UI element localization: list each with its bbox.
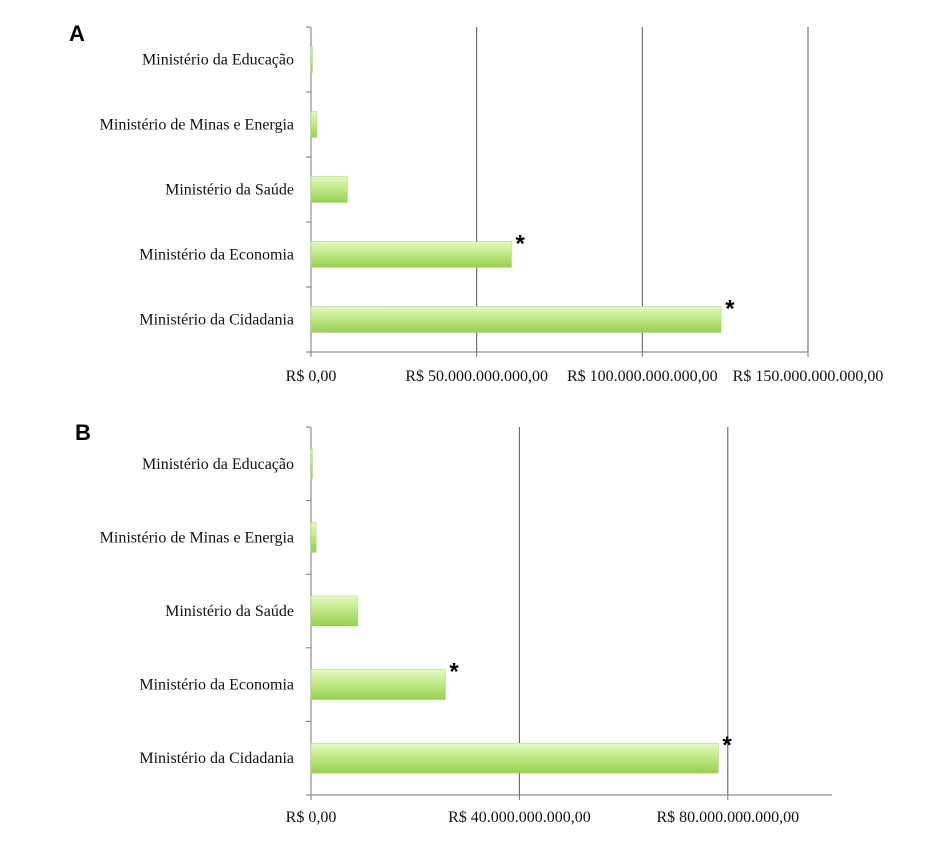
chart-panel-b: B R$ 0,00 R$ 40.000.000.000,00 R$ 80.000.00… xyxy=(75,420,832,826)
bar xyxy=(310,669,446,700)
x-tick-label: R$ 50.000.000.000,00 xyxy=(405,368,548,385)
x-tick-label: R$ 0,00 xyxy=(286,809,337,826)
significance-asterisk: * xyxy=(515,231,525,258)
bar xyxy=(310,306,722,333)
category-label: Ministério da Educação xyxy=(142,456,294,473)
x-tick-label: R$ 150.000.000.000,00 xyxy=(733,368,884,385)
panel-letter: B xyxy=(75,420,91,445)
bar xyxy=(310,176,348,203)
bar xyxy=(310,742,719,774)
panel-letter: A xyxy=(69,21,85,46)
bar xyxy=(310,595,359,627)
x-tick-label: R$ 0,00 xyxy=(286,368,337,385)
category-label: Ministério de Minas e Energia xyxy=(100,529,294,546)
chart-panel-a: A R$ 0,00 R$ 50.000.000.000,00 R$ 100.000.0… xyxy=(69,21,883,385)
bar xyxy=(310,46,313,73)
significance-asterisk: * xyxy=(725,296,735,323)
x-tick-label: R$ 80.000.000.000,00 xyxy=(656,809,799,826)
category-label: Ministério de Minas e Energia xyxy=(100,117,294,134)
significance-asterisk: * xyxy=(722,732,732,759)
bar xyxy=(310,448,313,480)
significance-asterisk: * xyxy=(449,659,459,686)
x-tick-label: R$ 40.000.000.000,00 xyxy=(448,809,591,826)
category-label: Ministério da Economia xyxy=(139,677,294,694)
category-label: Ministério da Saúde xyxy=(165,603,294,620)
bar xyxy=(310,241,512,268)
category-label: Ministério da Cidadania xyxy=(139,312,294,329)
bar xyxy=(310,111,318,138)
category-label: Ministério da Cidadania xyxy=(139,750,294,767)
bar xyxy=(310,522,317,553)
category-label: Ministério da Economia xyxy=(139,247,294,264)
x-tick-label: R$ 100.000.000.000,00 xyxy=(567,368,718,385)
category-label: Ministério da Saúde xyxy=(165,182,294,199)
category-label: Ministério da Educação xyxy=(142,52,294,69)
